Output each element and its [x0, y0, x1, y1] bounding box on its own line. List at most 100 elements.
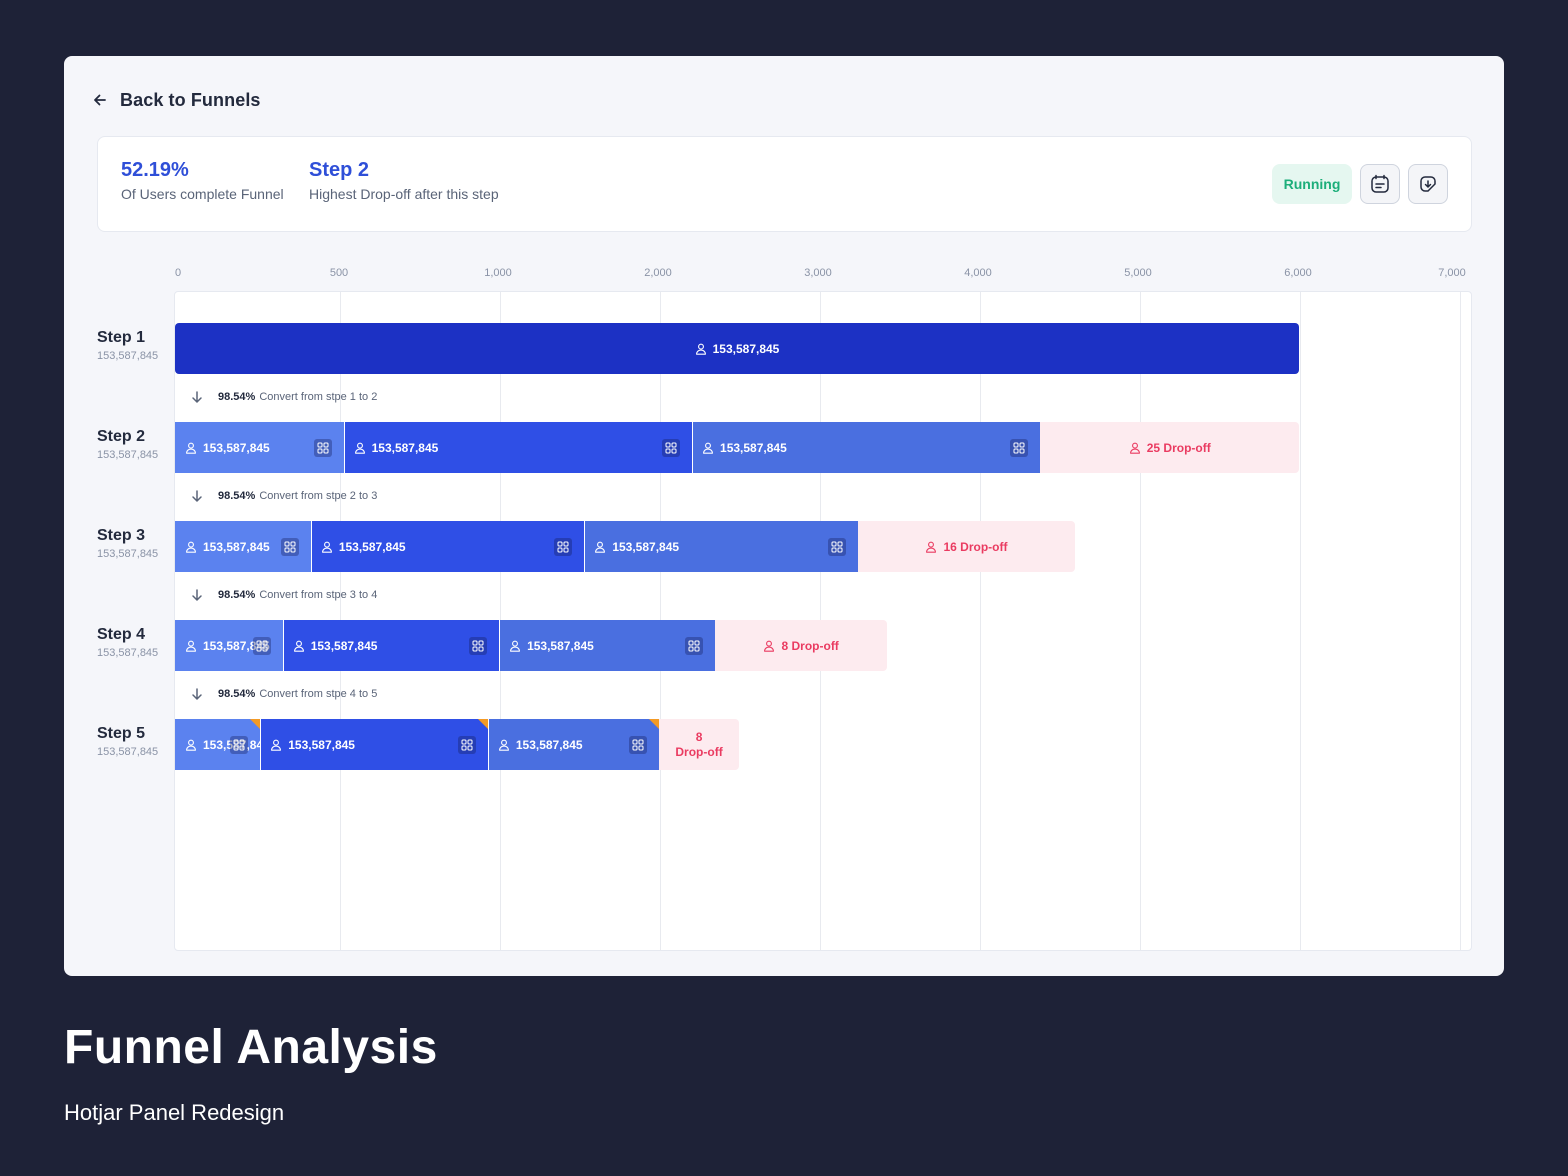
segment-count: 153,587,845	[203, 440, 270, 455]
conversion-text: Convert from stpe 4 to 5	[259, 688, 378, 700]
user-icon	[186, 541, 196, 553]
dropoff-label: 8 Drop-off	[781, 638, 839, 653]
segment-menu-icon[interactable]	[469, 637, 488, 655]
segment-menu-icon[interactable]	[685, 637, 704, 655]
arrow-down-icon	[192, 391, 202, 403]
segment-divider	[343, 422, 345, 473]
funnel-segment[interactable]: 153,587,845	[282, 620, 500, 671]
dropoff-metric: Step 2 Highest Drop-off after this step	[309, 157, 499, 202]
conversion-text: Convert from stpe 1 to 2	[259, 391, 378, 403]
arrow-left-icon	[94, 94, 106, 106]
x-axis-ticks: 0 500 1,000 2,000 3,000 4,000 5,000 6,000 7,000	[64, 267, 1504, 283]
funnel-bar[interactable]: 153,587,845	[175, 323, 1299, 374]
user-icon	[703, 442, 713, 454]
step-label: Step 5 153,587,845	[97, 724, 158, 758]
funnel-panel: Back to Funnels 52.19% Of Users complete…	[64, 56, 1504, 976]
step-value: 153,587,845	[97, 350, 159, 362]
step-name: Step 3	[97, 527, 146, 544]
conversion-percent: 98.54%	[218, 490, 256, 502]
step-label: Step 2 153,587,845	[97, 427, 158, 461]
segment-menu-icon[interactable]	[662, 439, 681, 457]
user-icon	[1129, 442, 1140, 454]
grid-line	[1460, 292, 1461, 950]
funnel-segment[interactable]: 153,587,845	[487, 719, 660, 770]
segment-menu-icon[interactable]	[280, 538, 299, 556]
dropoff-label: 25 Drop-off	[1146, 440, 1211, 455]
segment-menu-icon[interactable]	[1010, 439, 1029, 457]
segment-divider	[260, 719, 262, 770]
back-to-funnels-link[interactable]: Back to Funnels	[92, 88, 261, 112]
conversion-percent: 98.54%	[218, 688, 256, 700]
dropoff-segment[interactable]: 16 Drop-off	[857, 521, 1076, 572]
funnel-segment[interactable]: 153,587,845	[343, 422, 693, 473]
segment-menu-icon[interactable]	[313, 439, 332, 457]
x-tick-label: 6,000	[1284, 267, 1312, 279]
funnel-segment[interactable]: 153,587,845	[175, 719, 270, 770]
user-icon	[498, 739, 509, 751]
segment-count: 153,587,845	[203, 539, 270, 554]
funnel-segment[interactable]: 153,587,845	[692, 422, 1041, 473]
conversion-row: 98.54% Convert from stpe 3 to 4	[190, 587, 377, 603]
user-icon	[321, 541, 332, 553]
step-name: Step 1	[97, 329, 146, 346]
segment-menu-icon[interactable]	[230, 736, 249, 754]
segment-divider	[282, 620, 284, 671]
download-file-icon	[1420, 176, 1436, 192]
flag-marker	[477, 719, 488, 729]
segment-count: 153,587,845	[288, 737, 355, 752]
funnel-segment[interactable]: 153,587,845	[175, 620, 283, 671]
user-icon	[186, 739, 196, 751]
x-tick-label: 5,000	[1124, 267, 1152, 279]
x-tick-label: 2,000	[644, 267, 672, 279]
dropoff-label: Highest Drop-off after this step	[309, 186, 499, 202]
segment-menu-icon[interactable]	[827, 538, 846, 556]
dropoff-segment[interactable]: 8 Drop-off	[715, 620, 887, 671]
status-badge: Running	[1272, 164, 1352, 204]
funnel-segment[interactable]: 153,587,845	[175, 422, 344, 473]
step-name: Step 4	[97, 626, 146, 643]
funnel-segment[interactable]: 153,587,845	[499, 620, 716, 671]
segment-divider	[499, 620, 501, 671]
user-icon	[510, 640, 521, 652]
segment-count: 153,587,845	[527, 638, 594, 653]
page-subtitle: Hotjar Panel Redesign	[64, 1100, 285, 1125]
dropoff-label: 16 Drop-off	[943, 539, 1008, 554]
segment-menu-icon[interactable]	[554, 538, 573, 556]
funnel-segment[interactable]: 153,587,845	[310, 521, 585, 572]
segment-count: 153,587,845	[515, 737, 583, 752]
back-link-label: Back to Funnels	[120, 89, 261, 110]
segment-menu-icon[interactable]	[457, 736, 476, 754]
funnel-segment[interactable]: 153,587,845	[584, 521, 858, 572]
step-name: Step 5	[97, 725, 146, 742]
user-icon	[695, 343, 706, 355]
conversion-row: 98.54% Convert from stpe 4 to 5	[190, 686, 377, 702]
segment-divider	[310, 521, 312, 572]
segment-menu-icon[interactable]	[629, 736, 648, 754]
x-tick-label: 7,000	[1438, 267, 1466, 279]
x-tick-label: 1,000	[484, 267, 512, 279]
x-tick-label: 4,000	[964, 267, 992, 279]
conversion-text: Convert from stpe 3 to 4	[259, 589, 378, 601]
user-icon	[595, 541, 606, 553]
x-tick-label: 0	[174, 267, 182, 279]
user-icon	[186, 442, 196, 454]
step-label: Step 4 153,587,845	[97, 625, 158, 659]
funnel-segment[interactable]: 153,587,845	[260, 719, 488, 770]
user-icon	[186, 640, 196, 652]
step-value: 153,587,845	[97, 449, 159, 461]
conversion-percent: 98.54%	[218, 589, 256, 601]
export-button[interactable]	[1408, 164, 1448, 204]
step-label: Step 1 153,587,845	[97, 328, 158, 362]
user-icon	[926, 541, 937, 553]
notes-button[interactable]	[1360, 164, 1400, 204]
user-icon	[764, 640, 775, 652]
funnel-segment[interactable]: 153,587,845	[175, 521, 311, 572]
segment-menu-icon[interactable]	[252, 637, 271, 655]
segment-count: 153,587,845	[371, 440, 439, 455]
step-value: 153,587,845	[97, 647, 159, 659]
dropoff-segment[interactable]: 25 Drop-off	[1040, 422, 1299, 473]
funnel-chart: 153,587,845 153,587,845 153,587,845 153,587…	[174, 291, 1472, 951]
dropoff-segment[interactable]: 8 Drop-off	[659, 719, 739, 770]
user-icon	[354, 442, 365, 454]
segment-count: 153,587,845	[612, 539, 680, 554]
